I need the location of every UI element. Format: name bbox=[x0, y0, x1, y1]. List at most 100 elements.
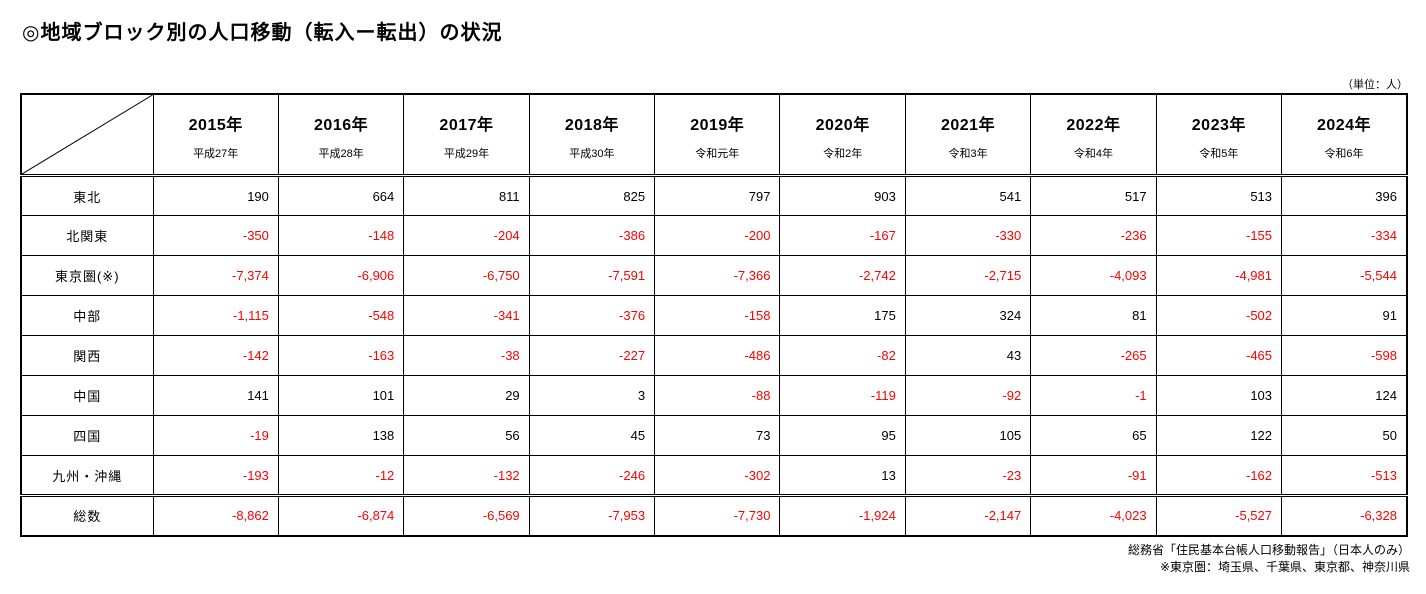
row-label: 総数 bbox=[20, 494, 154, 536]
year-header: 2019年 令和元年 bbox=[654, 93, 781, 177]
year-label: 2021年 bbox=[940, 117, 996, 134]
table-head: 2015年 平成27年 2016年 平成28年 2017年 平成29年 2018年 平成30年… bbox=[20, 93, 1408, 177]
value-cell: 91 bbox=[1281, 295, 1408, 336]
value-cell: -2,715 bbox=[904, 255, 1032, 296]
value-cell: -6,874 bbox=[277, 494, 405, 536]
value-cell: -8,862 bbox=[152, 494, 279, 536]
value-cell: 29 bbox=[403, 375, 530, 416]
value-cell: 103 bbox=[1155, 375, 1283, 416]
year-label: 2015年 bbox=[188, 117, 243, 134]
value-cell: -1 bbox=[1030, 375, 1157, 416]
year-label: 2023年 bbox=[1191, 117, 1246, 134]
value-cell: -6,906 bbox=[277, 255, 405, 296]
value-cell: -302 bbox=[654, 455, 781, 496]
corner-cell bbox=[20, 93, 154, 177]
table-row: 四国 -19 138 56 45 73 95 105 65 122 50 bbox=[20, 415, 1408, 456]
tokyo-area-note: ※東京圏：埼玉県、千葉県、東京都、神奈川県 bbox=[1159, 560, 1410, 575]
value-cell: -88 bbox=[654, 375, 781, 416]
value-cell: -341 bbox=[403, 295, 530, 336]
table-header-row: 2015年 平成27年 2016年 平成28年 2017年 平成29年 2018年 平成30年… bbox=[20, 93, 1408, 177]
table-row: 九州・沖縄 -193 -12 -132 -246 -302 13 -23 -91 -162 -513 bbox=[20, 455, 1408, 496]
era-label: 平成28年 bbox=[318, 148, 364, 160]
value-cell: 73 bbox=[654, 415, 781, 456]
year-label: 2022年 bbox=[1066, 117, 1121, 134]
value-cell: -6,328 bbox=[1281, 494, 1408, 536]
value-cell: -5,527 bbox=[1155, 494, 1283, 536]
value-cell: -92 bbox=[904, 375, 1032, 416]
year-header: 2021年 令和3年 bbox=[904, 93, 1032, 177]
value-cell: 81 bbox=[1030, 295, 1157, 336]
era-label: 平成30年 bbox=[569, 148, 615, 160]
value-cell: -142 bbox=[152, 335, 279, 376]
value-cell: -4,981 bbox=[1155, 255, 1283, 296]
value-cell: 396 bbox=[1281, 175, 1408, 216]
value-cell: -246 bbox=[528, 455, 656, 496]
value-cell: -2,742 bbox=[779, 255, 906, 296]
table-row: 東北 190 664 811 825 797 903 541 517 513 396 bbox=[20, 175, 1408, 216]
value-cell: -82 bbox=[779, 335, 906, 376]
value-cell: 3 bbox=[528, 375, 656, 416]
value-cell: -119 bbox=[779, 375, 906, 416]
value-cell: 797 bbox=[654, 175, 781, 216]
year-header: 2024年令和6年 bbox=[1281, 93, 1408, 177]
table-row: 総数 -8,862 -6,874 -6,569 -7,953 -7,730 -1,924 -2… bbox=[20, 494, 1408, 536]
value-cell: -163 bbox=[277, 335, 405, 376]
table-row: 中国 141 101 29 3 -88 -119 -92 -1 103 124 bbox=[20, 375, 1408, 416]
value-cell: 56 bbox=[403, 415, 530, 456]
year-label: 2019年 bbox=[690, 117, 745, 134]
value-cell: 513 bbox=[1155, 175, 1283, 216]
value-cell: -204 bbox=[403, 215, 530, 256]
era-label: 平成29年 bbox=[443, 148, 490, 160]
value-cell: -23 bbox=[904, 455, 1032, 496]
value-cell: -2,147 bbox=[904, 494, 1032, 536]
footnotes: 総務省「住民基本台帳人口移動報告」（日本人のみ） ※東京圏：埼玉県、千葉県、東京… bbox=[1128, 542, 1410, 577]
row-label: 北関東 bbox=[20, 215, 154, 256]
diagonal-line-icon bbox=[22, 95, 153, 174]
value-cell: -598 bbox=[1281, 335, 1408, 376]
value-cell: -4,093 bbox=[1030, 255, 1157, 296]
value-cell: 541 bbox=[904, 175, 1032, 216]
value-cell: -132 bbox=[403, 455, 530, 496]
value-cell: -236 bbox=[1030, 215, 1157, 256]
value-cell: -200 bbox=[654, 215, 781, 256]
row-label: 関西 bbox=[20, 335, 154, 376]
value-cell: -7,591 bbox=[528, 255, 656, 296]
value-cell: -6,569 bbox=[403, 494, 530, 536]
value-cell: -486 bbox=[654, 335, 781, 376]
row-label: 中部 bbox=[20, 295, 154, 336]
value-cell: 43 bbox=[904, 335, 1032, 376]
value-cell: -12 bbox=[277, 455, 405, 496]
value-cell: -6,750 bbox=[403, 255, 530, 296]
value-cell: -7,953 bbox=[528, 494, 656, 536]
row-label: 東北 bbox=[20, 175, 154, 216]
page-title: ◎地域ブロック別の人口移動（転入ー転出）の状況 bbox=[22, 22, 503, 44]
value-cell: -193 bbox=[152, 455, 279, 496]
table-row: 中部 -1,115 -548 -341 -376 -158 175 324 81 -502 91 bbox=[20, 295, 1408, 336]
table-body: 東北 190 664 811 825 797 903 541 517 513 396 北関東 -350-… bbox=[20, 175, 1408, 536]
value-cell: -502 bbox=[1155, 295, 1283, 336]
value-cell: -1,924 bbox=[779, 494, 906, 536]
value-cell: -350 bbox=[152, 215, 279, 256]
value-cell: 517 bbox=[1030, 175, 1157, 216]
value-cell: -158 bbox=[654, 295, 781, 336]
table-row: 関西 -142 -163 -38 -227 -486 -82 43 -265 -465 -598 bbox=[20, 335, 1408, 376]
row-label: 東京圏(※) bbox=[20, 255, 154, 296]
row-label: 四国 bbox=[20, 415, 154, 456]
value-cell: 825 bbox=[528, 175, 656, 216]
year-header: 2015年 平成27年 bbox=[152, 93, 279, 177]
value-cell: 175 bbox=[779, 295, 906, 336]
value-cell: -5,544 bbox=[1281, 255, 1408, 296]
value-cell: -148 bbox=[277, 215, 405, 256]
value-cell: 124 bbox=[1281, 375, 1408, 416]
migration-table: 2015年 平成27年 2016年 平成28年 2017年 平成29年 2018年 平成30年… bbox=[20, 93, 1408, 537]
source-note: 総務省「住民基本台帳人口移動報告」（日本人のみ） bbox=[1127, 543, 1410, 557]
row-label: 九州・沖縄 bbox=[20, 455, 154, 496]
value-cell: -162 bbox=[1155, 455, 1283, 496]
value-cell: 45 bbox=[528, 415, 656, 456]
era-label: 令和6年 bbox=[1324, 148, 1364, 160]
year-label: 2024年 bbox=[1316, 117, 1372, 134]
value-cell: -334 bbox=[1281, 215, 1408, 256]
value-cell: -167 bbox=[779, 215, 906, 256]
value-cell: -19 bbox=[152, 415, 279, 456]
